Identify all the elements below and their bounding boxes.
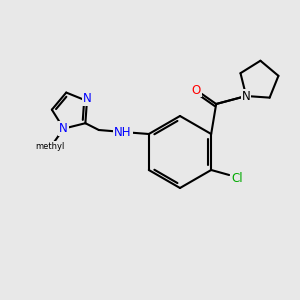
Text: methyl: methyl bbox=[35, 142, 64, 151]
Text: N: N bbox=[82, 92, 91, 105]
Text: Cl: Cl bbox=[231, 172, 243, 184]
Text: O: O bbox=[192, 83, 201, 97]
Text: NH: NH bbox=[114, 125, 132, 139]
Text: N: N bbox=[59, 122, 68, 135]
Text: N: N bbox=[242, 89, 250, 103]
